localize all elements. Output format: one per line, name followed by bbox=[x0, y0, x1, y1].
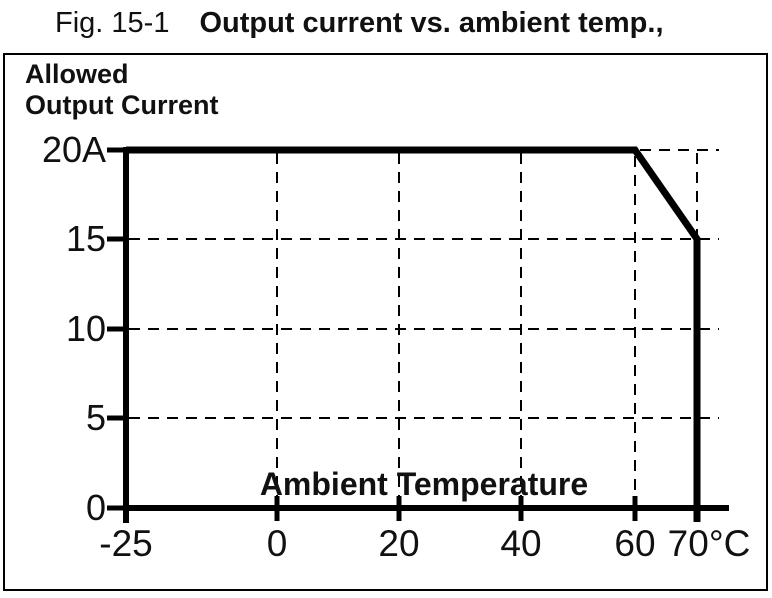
chart-frame bbox=[3, 53, 768, 591]
y-tick-label-5: 5 bbox=[85, 397, 106, 438]
y-tick-label-20A: 20A bbox=[41, 129, 106, 170]
x-tick-label-40: 40 bbox=[500, 523, 542, 564]
x-tick-label-0: 0 bbox=[266, 523, 288, 564]
x-tick-label-60: 60 bbox=[614, 523, 656, 564]
figure-number: Fig. 15-1 bbox=[55, 7, 170, 39]
y-axis-title-line1: Allowed bbox=[25, 59, 129, 89]
y-tick-label-0: 0 bbox=[85, 487, 106, 528]
figure-caption: Fig. 15-1 Output current vs. ambient tem… bbox=[55, 7, 664, 40]
gridlines bbox=[129, 149, 719, 505]
axes bbox=[123, 147, 729, 523]
y-ticks bbox=[107, 147, 126, 511]
y-axis-title-line2: Output Current bbox=[25, 90, 219, 120]
y-tick-label-10: 10 bbox=[65, 308, 106, 349]
x-tick-label-neg25: -25 bbox=[99, 523, 153, 564]
x-tick-label-70C: 70°C bbox=[667, 523, 751, 564]
data-line bbox=[126, 146, 701, 522]
y-tick-label-15: 15 bbox=[65, 218, 106, 259]
x-tick-label-20: 20 bbox=[378, 523, 420, 564]
figure-title: Output current vs. ambient temp., bbox=[199, 7, 664, 39]
x-axis-title: Ambient Temperature bbox=[259, 466, 589, 502]
y-axis-title: Allowed Output Current bbox=[25, 59, 218, 121]
x-ticks bbox=[274, 496, 638, 521]
